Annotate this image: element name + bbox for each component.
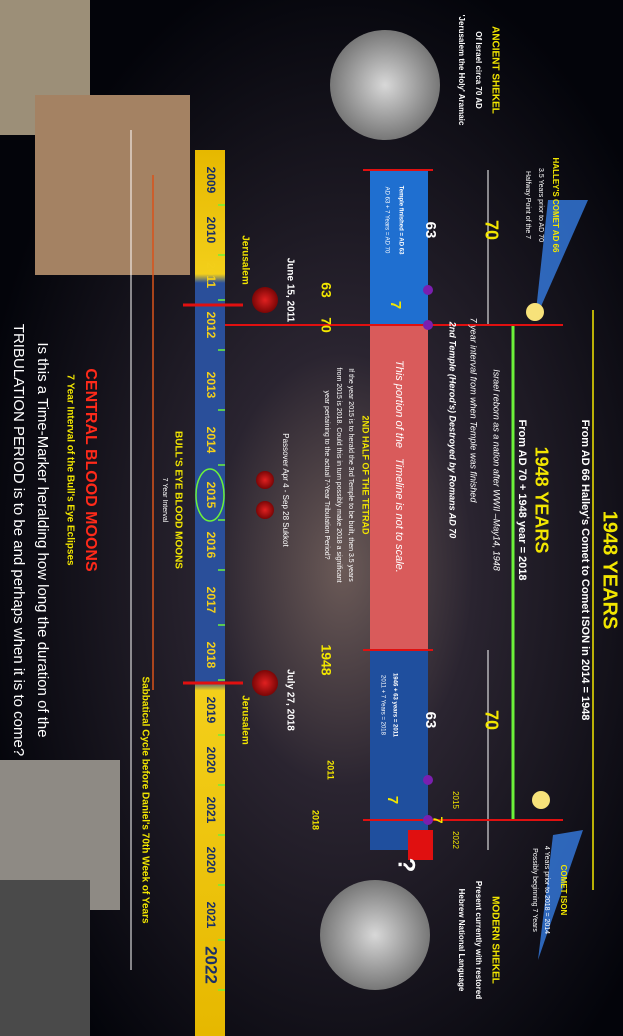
comet-tail [535,200,588,320]
heading: BULL'S EYE BLOOD MOONS [172,431,183,569]
year: 2011 [326,760,336,780]
timeline-year: 2011 [204,262,218,288]
comet-tail [538,830,583,960]
title: 1948 YEARS [599,511,621,630]
second-subtitle: From AD 70 + 1948 year = 2018 [516,419,528,580]
timeline-year: 2022 [202,946,221,984]
passover: Passover Apr 4 - Sep 28 Sukkot [281,433,290,547]
tetrad-title: 2ND HALF OF THE TETRAD [361,416,371,535]
timeline-year: 2015 [204,482,218,509]
text: 'Jerusalem the Holy' Aramaic [457,15,466,126]
right-bar [370,650,428,850]
year: 2015 [451,791,460,809]
timeline-year: 2020 [204,847,218,874]
subtitle: From AD 66 Halley's Comet to Comet ISON … [579,420,591,721]
highlight [195,468,225,522]
note: 2nd Temple (Herod's) Destroyed by Romans… [448,321,458,539]
text: Of Israel circa 70 AD [474,31,483,109]
timeline-bar [195,150,225,1036]
number: 63 [422,712,439,729]
text: Temple finished = AD 63 [397,186,403,256]
blood-moon [256,471,274,489]
number: 63 [422,222,439,239]
text: 7 Year Interval [161,478,168,523]
timeline-year: 2018 [204,642,218,669]
timeline-year: 2009 [204,167,218,194]
timeline-year: 2016 [204,532,218,559]
timeline-year: 2013 [204,372,218,399]
dot [423,775,433,785]
timeline-year: 2012 [204,312,218,339]
photo [35,95,190,275]
dot [423,815,433,825]
timeline-year: 2017 [204,587,218,614]
photo [0,880,90,1036]
heading: HALLEY'S COMET AD 66 [551,158,560,254]
text: 4 Years prior to 2018 = 2014 [543,846,550,934]
number: 70 [318,317,334,333]
text: 1946 + 63 years = 2011 [391,673,397,738]
timeline-year: 2021 [204,902,218,929]
text: Possibly beginning 7 Years [531,848,538,932]
photo [0,760,120,910]
text: 7 Year Interval of the Bull's Eye Eclips… [64,374,75,566]
place: Jerusalem [239,235,250,285]
date: June 15, 2011 [284,258,295,323]
question-mark: ? [393,858,420,873]
sabbatical: Sabbatical Cycle before Daniel's 70th We… [139,676,150,924]
text: Present currently with restored [474,881,483,999]
question: TRIBULATION PERIOD is to be and perhaps … [10,324,27,756]
blood-moon [256,501,274,519]
second-title: 1948 YEARS [531,447,551,554]
scale-note: This portion of the [393,360,405,448]
middle-bar [370,325,428,650]
text: 3.5 Years prior to AD 70 [537,168,544,242]
text: Halfway Point of the 7 [524,171,531,239]
blood-moon [252,287,278,313]
scale-note: Timeline is not to scale. [393,458,405,573]
text: 2011 + 7 Years = 2018 [379,675,385,736]
number: 7 [384,796,401,804]
place: Jerusalem [239,695,250,745]
number: 63 [318,282,334,298]
heading: MODERN SHEKEL [489,896,500,984]
number: 70 [481,220,501,240]
tetrad-text: If the year 2015 is to herald the 3rd Te… [347,368,354,582]
year: 2022 [451,831,460,849]
question: Is this a Time-Marker heralding how long… [34,342,51,737]
dot [423,285,433,295]
number: 7 [431,816,446,823]
number: 70 [481,710,501,730]
note: 7 year interval from when Temple was fin… [469,318,479,504]
blood-moon [252,670,278,696]
labels: 1948 YEARS From AD 66 Halley's Comet to … [10,15,621,1000]
year: 2018 [311,810,321,830]
note: Israel reborn as a nation after WWII –Ma… [492,369,502,571]
ison-comet [532,791,550,809]
modern-coin [320,880,430,990]
halley-comet [526,303,544,321]
number: 7 [387,301,404,309]
timeline-year: 2020 [204,747,218,774]
timeline-year: 2010 [204,217,218,244]
text: Hebrew National Language [457,889,466,992]
heading: COMET ISON [559,865,568,916]
dot [423,320,433,330]
tribulation-block [408,830,433,860]
heading: ANCIENT SHEKEL [489,26,500,114]
tetrad-text: from 2015 is 2018. Could this in turn po… [335,367,342,582]
date: July 27, 2018 [284,669,295,731]
tetrad-text: year pertaining to the actual 7-Year Tri… [323,390,330,559]
left-bar [370,170,428,325]
timeline-year: 2021 [204,797,218,824]
timeline-year: 2014 [204,427,218,454]
heading: CENTRAL BLOOD MOONS [82,368,99,572]
ancient-coin [330,30,440,140]
timeline-year: 2019 [204,697,218,724]
text: AD 63 + 7 Years = AD 70 [383,187,389,254]
number: 1948 [318,644,334,675]
